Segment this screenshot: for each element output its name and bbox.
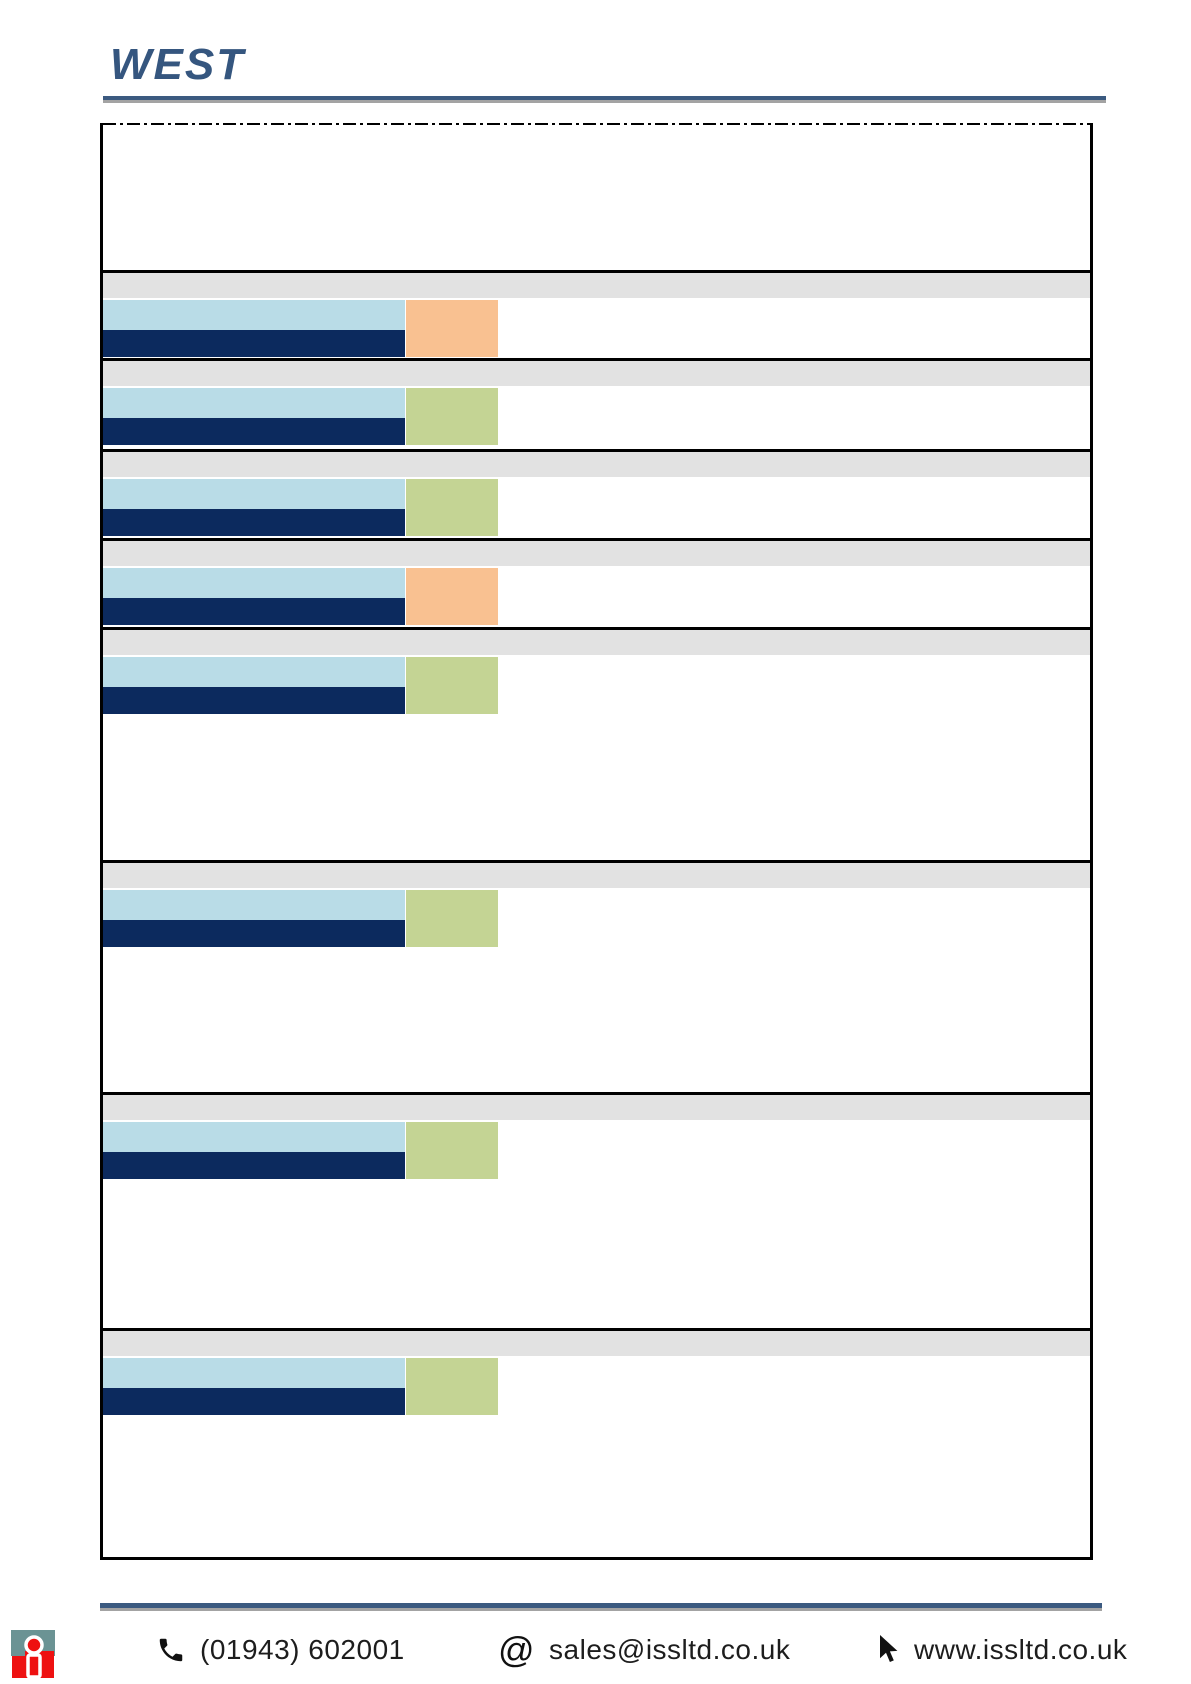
email-address[interactable]: sales@issltd.co.uk [549, 1634, 791, 1665]
bar-row [103, 1358, 1090, 1415]
footer-divider-rule [100, 1603, 1102, 1611]
phone-icon [159, 1638, 183, 1662]
bar-row [103, 388, 1090, 445]
bar-light-blue [103, 657, 405, 687]
section-header-band [103, 1095, 1090, 1120]
status-swatch [406, 568, 498, 625]
footer-phone: (01943) 602001 [156, 1630, 405, 1670]
phone-number: (01943) 602001 [200, 1634, 405, 1665]
bar-row [103, 890, 1090, 947]
bar-navy [103, 1152, 405, 1179]
bar-navy [103, 1388, 405, 1415]
status-swatch [406, 1358, 498, 1415]
spec-row [103, 538, 1090, 627]
status-swatch [406, 300, 498, 357]
bar-light-blue [103, 890, 405, 920]
status-swatch [406, 890, 498, 947]
bar-navy [103, 687, 405, 714]
bar-navy [103, 509, 405, 536]
bar-navy [103, 598, 405, 625]
spec-row [103, 627, 1090, 860]
bar-light-blue [103, 300, 405, 330]
footer-website[interactable]: www.issltd.co.uk [878, 1630, 1127, 1670]
spec-row [103, 860, 1090, 1092]
spec-row [103, 358, 1090, 449]
west-logo: WEST [110, 40, 246, 89]
status-swatch [406, 1122, 498, 1179]
bar-navy [103, 330, 405, 357]
bar-row [103, 657, 1090, 714]
section-header-band [103, 863, 1090, 888]
bar-light-blue [103, 1122, 405, 1152]
spec-row [103, 1092, 1090, 1328]
spec-row [103, 449, 1090, 538]
spec-row [103, 270, 1090, 358]
section-header-band [103, 273, 1090, 298]
spec-row [103, 1328, 1090, 1557]
bar-light-blue [103, 568, 405, 598]
status-swatch [406, 657, 498, 714]
status-swatch [406, 388, 498, 445]
cursor-icon [880, 1635, 898, 1662]
header-divider-rule [103, 96, 1106, 103]
at-icon: @ [498, 1629, 536, 1670]
website-url[interactable]: www.issltd.co.uk [914, 1634, 1128, 1665]
section-header-band [103, 630, 1090, 655]
bar-light-blue [103, 479, 405, 509]
bar-row [103, 300, 1090, 357]
bar-light-blue [103, 1358, 405, 1388]
bar-row [103, 1122, 1090, 1179]
bar-navy [103, 920, 405, 947]
content-frame [100, 123, 1093, 1560]
footer-email[interactable]: @ sales@issltd.co.uk [498, 1630, 790, 1670]
section-header-band [103, 1331, 1090, 1356]
status-swatch [406, 479, 498, 536]
section-header-band [103, 541, 1090, 566]
section-header-band [103, 361, 1090, 386]
bar-light-blue [103, 388, 405, 418]
bar-row [103, 479, 1090, 536]
bar-row [103, 568, 1090, 625]
intro-blank-area [103, 125, 1090, 270]
iss-company-logo [11, 1630, 55, 1679]
bar-navy [103, 418, 405, 445]
dashed-top-border [103, 123, 1090, 125]
section-header-band [103, 452, 1090, 477]
